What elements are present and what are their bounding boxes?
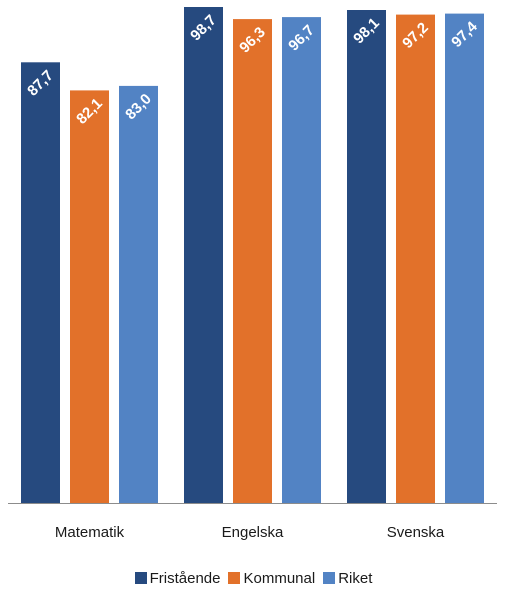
legend: Fristående Kommunal Riket xyxy=(0,567,507,589)
legend-swatch xyxy=(228,572,241,584)
legend-label: Riket xyxy=(338,569,373,587)
legend-item: Fristående xyxy=(134,569,221,587)
bar-engelska-3 xyxy=(282,17,321,503)
legend-swatch xyxy=(323,572,336,584)
x-tick-label: Svenska xyxy=(387,524,445,541)
bar-engelska-2 xyxy=(233,19,272,503)
x-tick-labels-group: Matematik Engelska Svenska xyxy=(55,524,445,541)
legend-swatch xyxy=(134,572,147,584)
bar-svenska-2 xyxy=(396,14,435,503)
legend-item: Riket xyxy=(323,570,372,587)
bar-matematik-2 xyxy=(70,90,109,504)
bar-matematik-3 xyxy=(119,85,158,504)
bar-svenska-3 xyxy=(445,13,484,503)
bar-engelska-1 xyxy=(184,7,223,503)
x-tick-label: Engelska xyxy=(222,524,284,541)
x-tick-label: Matematik xyxy=(55,524,125,541)
bars-group xyxy=(21,7,484,504)
bar-matematik-1 xyxy=(21,62,60,504)
legend-label: Kommunal xyxy=(243,569,316,587)
legend-label: Fristående xyxy=(149,569,221,587)
bar-svenska-1 xyxy=(347,10,386,503)
legend-item: Kommunal xyxy=(228,570,315,587)
